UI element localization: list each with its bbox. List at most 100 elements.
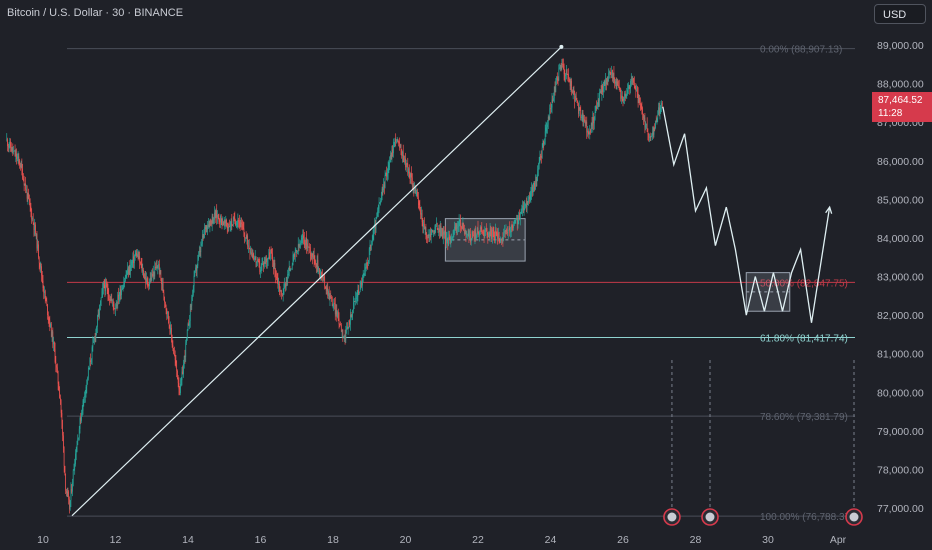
- candle-body: [373, 228, 375, 236]
- trend-line[interactable]: [71, 44, 564, 517]
- candle-body: [372, 235, 374, 240]
- candle-body: [278, 283, 279, 285]
- candle-body: [293, 253, 295, 256]
- candle-body: [428, 235, 430, 236]
- candle-body: [616, 81, 618, 89]
- candle-body: [635, 89, 637, 92]
- candle-body: [213, 219, 215, 224]
- candle-body: [29, 201, 31, 207]
- candle-body: [223, 220, 225, 226]
- candle-body: [295, 250, 297, 251]
- price-axis[interactable]: 89,000.00 88,000.00 87,000.00 86,000.00 85,0…: [877, 40, 924, 515]
- candle-body: [273, 263, 275, 269]
- candle-body: [492, 230, 494, 232]
- currency-button[interactable]: USD: [874, 4, 926, 24]
- candle-body: [657, 114, 659, 119]
- candle-body: [485, 228, 487, 231]
- candle-body: [368, 248, 370, 261]
- candle-body: [653, 127, 655, 135]
- candle-body: [656, 118, 658, 123]
- candle-body: [146, 278, 148, 282]
- candle-body: [48, 318, 50, 321]
- candle-body: [79, 418, 81, 429]
- candle-body: [113, 304, 115, 309]
- candle-body: [164, 302, 166, 305]
- symbol-title[interactable]: Bitcoin / U.S. Dollar · 30 · BINANCE: [7, 7, 184, 19]
- candle-body: [327, 287, 329, 296]
- candle-body: [427, 237, 428, 239]
- price-tick-label: 87,000.00: [877, 117, 924, 129]
- candle-body: [478, 232, 480, 236]
- candle-body: [350, 314, 351, 325]
- candle-body: [47, 304, 48, 316]
- candle-body: [414, 188, 416, 194]
- candle-body: [274, 263, 276, 271]
- candle-body: [63, 435, 64, 449]
- candle-body: [52, 331, 54, 345]
- candle-body: [602, 85, 603, 92]
- candle-body: [145, 276, 147, 283]
- candle-body: [378, 203, 380, 209]
- candle-body: [11, 147, 13, 152]
- time-axis[interactable]: 10 12 14 16 18 20 22 24 26 28 30 Apr: [37, 534, 847, 546]
- candle-body: [520, 211, 522, 213]
- candle-body: [605, 78, 606, 86]
- candle-body: [344, 335, 346, 340]
- candle-body: [134, 257, 135, 264]
- candle-body: [10, 147, 12, 152]
- candle-body: [518, 212, 520, 221]
- candle-body: [381, 188, 383, 195]
- candle-body: [423, 224, 424, 228]
- candle-body: [217, 215, 218, 218]
- candle-body: [358, 289, 360, 293]
- candle-body: [399, 141, 400, 148]
- candle-body: [132, 256, 134, 262]
- candle-body: [96, 327, 97, 330]
- projection-path[interactable]: [662, 106, 833, 323]
- candle-body: [578, 103, 579, 114]
- candle-body: [162, 283, 164, 293]
- candle-body: [214, 212, 216, 218]
- candle-body: [627, 88, 629, 90]
- candle-body: [502, 237, 504, 241]
- candle-body: [467, 230, 469, 235]
- candle-body: [624, 93, 625, 101]
- candle-body: [449, 237, 451, 244]
- candle-body: [187, 324, 189, 331]
- candle-body: [31, 210, 33, 220]
- candle-body: [50, 323, 51, 327]
- candle-body: [325, 286, 326, 289]
- candle-body: [23, 178, 24, 180]
- candle-body: [73, 468, 75, 471]
- candle-body: [542, 141, 544, 148]
- candle-body: [242, 227, 244, 229]
- candles: [6, 58, 663, 514]
- candle-body: [306, 243, 308, 249]
- candle-body: [555, 80, 557, 93]
- candle-body: [319, 268, 320, 276]
- event-marker-icon: [705, 512, 715, 522]
- candle-body: [317, 260, 319, 269]
- candle-body: [45, 298, 47, 301]
- candle-body: [537, 169, 539, 179]
- candle-body: [152, 271, 154, 276]
- candle-body: [433, 231, 435, 235]
- event-marker-icon: [849, 512, 859, 522]
- candle-body: [67, 492, 69, 496]
- event-markers[interactable]: [663, 360, 863, 526]
- candle-body: [291, 265, 293, 269]
- candle-body: [575, 95, 577, 101]
- candle-body: [566, 69, 568, 75]
- candle-body: [165, 304, 167, 310]
- candle-body: [495, 230, 497, 234]
- candle-body: [409, 174, 411, 178]
- candle-body: [651, 135, 653, 137]
- fibonacci-retracement[interactable]: 0.00% (88,907.13) 50.00% (82,847.75) 61.80…: [67, 45, 855, 524]
- candle-body: [459, 220, 461, 221]
- price-tick-label: 88,000.00: [877, 79, 924, 91]
- candle-body: [457, 227, 458, 229]
- candle-body: [243, 228, 245, 234]
- candle-body: [557, 78, 559, 81]
